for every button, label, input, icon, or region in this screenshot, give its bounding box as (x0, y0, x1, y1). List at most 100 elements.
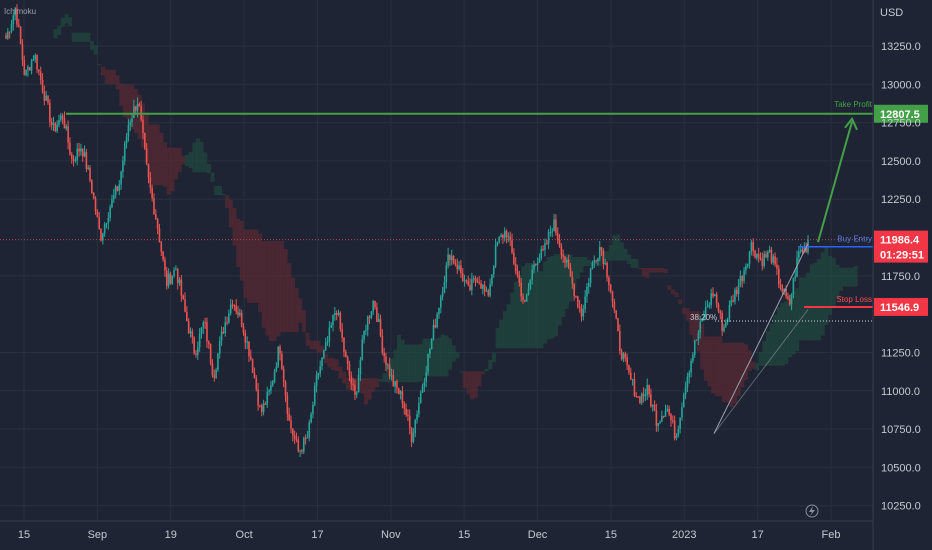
cloud-segment (846, 267, 851, 287)
cloud-segment (817, 258, 822, 341)
candle-body (377, 319, 380, 322)
candle-body (293, 435, 296, 439)
cloud-segment (93, 45, 98, 55)
price-axis[interactable]: 13250.0 13000.0 12750.0 12500.0 12250.0 11750… (881, 41, 921, 513)
candle-body (321, 357, 323, 367)
candle-body (226, 322, 228, 324)
candle-body (218, 340, 221, 354)
cloud-segment (166, 147, 171, 195)
candle-body (593, 260, 596, 263)
stop-loss-badge-bg (874, 297, 928, 316)
stop-loss-badge: 11546.9 (874, 297, 928, 316)
cloud-segment (345, 377, 350, 390)
cloud-segment (254, 229, 259, 303)
candle-body (385, 356, 387, 366)
candle-body (275, 366, 278, 372)
candle-body (730, 300, 733, 305)
projection-arrow[interactable] (817, 121, 853, 243)
candle-body (516, 271, 519, 276)
candle-body (244, 332, 247, 343)
candle-body (103, 224, 106, 234)
candle-body (591, 262, 594, 269)
currency-label: USD (880, 7, 903, 19)
candle-body (186, 311, 188, 322)
fib-trend-line[interactable] (713, 243, 809, 434)
candle-body (200, 327, 203, 334)
cloud-segment (367, 378, 372, 400)
y-tick-label: 12500.0 (881, 156, 921, 168)
candle-body (752, 242, 754, 251)
cloud-segment (71, 32, 76, 42)
cloud-segment (272, 240, 277, 341)
candle-body (458, 265, 460, 270)
candle-body (317, 373, 320, 376)
candle-body (430, 338, 433, 350)
candle-body (253, 372, 256, 379)
candle-body (284, 382, 287, 396)
candle-body (332, 315, 334, 326)
cloud-segment (641, 267, 646, 277)
candle-body (452, 256, 455, 263)
y-tick-label: 10250.0 (881, 501, 921, 513)
candle-body (619, 331, 621, 352)
candle-body (549, 232, 552, 234)
candle-body (224, 322, 227, 334)
y-tick-label: 11250.0 (881, 347, 920, 359)
candle-body (202, 322, 205, 328)
candle-body (171, 275, 174, 284)
candle-body (635, 395, 638, 397)
time-axis[interactable]: 15 Sep 19 Oct 17 Nov 15 Dec 15 2023 17 Feb (18, 529, 841, 541)
cloud-segment (568, 254, 573, 302)
cloud-segment (342, 371, 347, 384)
cloud-segment (809, 264, 814, 341)
cloud-segment (528, 263, 533, 349)
candle-body (27, 67, 29, 70)
candle-body (779, 284, 782, 289)
cloud-segment (440, 334, 445, 377)
indicator-label[interactable]: Ichimoku (4, 7, 36, 16)
cloud-segment (784, 301, 789, 365)
candle-body (222, 331, 225, 334)
candle-body (770, 249, 773, 263)
candle-body (19, 26, 22, 45)
cloud-segment (261, 240, 266, 328)
x-tick-label: Feb (822, 529, 841, 541)
candle-body (726, 318, 729, 322)
cloud-segment (243, 229, 248, 298)
lightning-icon[interactable] (805, 504, 819, 518)
candle-body (615, 310, 617, 319)
cloud-segment (437, 337, 442, 377)
cloud-segment (104, 69, 109, 84)
candle-body (577, 296, 579, 307)
candle-body (14, 8, 16, 16)
candle-body (792, 278, 795, 295)
candle-body (30, 60, 33, 71)
candle-body (92, 192, 95, 199)
candlesticks (5, 4, 809, 458)
cloud-segment (455, 352, 460, 359)
candle-body (761, 259, 764, 266)
candle-body (233, 305, 236, 307)
candle-body (83, 152, 86, 157)
candle-body (651, 404, 654, 407)
candle-body (264, 403, 267, 405)
candle-body (476, 280, 479, 283)
cloud-segment (301, 310, 306, 333)
countdown-text: 01:29:51 (880, 250, 924, 262)
fib-level-label: 38.20% (690, 313, 717, 322)
cloud-segment (334, 359, 339, 371)
candle-body (123, 143, 126, 161)
candle-body (405, 408, 407, 416)
candle-body (767, 252, 769, 258)
cloud-segment (404, 344, 409, 383)
candle-body (781, 288, 784, 292)
candle-body (330, 325, 332, 328)
candle-body (688, 372, 691, 377)
candle-body (668, 408, 670, 415)
candle-body (692, 354, 694, 361)
candle-body (765, 253, 767, 258)
candle-body (397, 388, 400, 395)
candle-body (611, 291, 614, 302)
